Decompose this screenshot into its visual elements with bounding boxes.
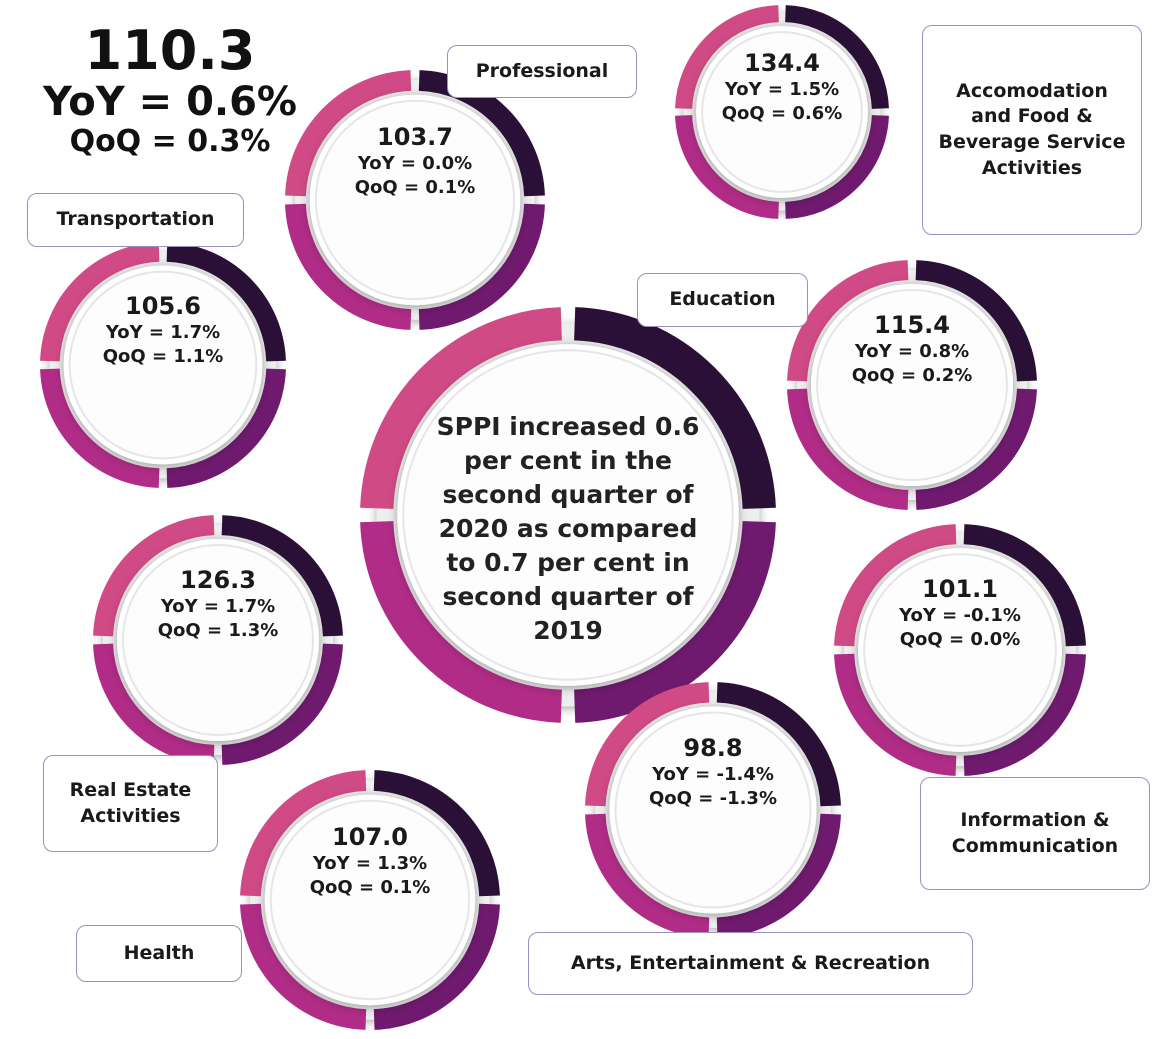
- sector-yoy: YoY = 1.5%: [722, 78, 843, 102]
- sector-index: 134.4: [722, 48, 843, 78]
- sector-qoq: QoQ = 1.3%: [158, 619, 279, 643]
- headline: 110.3 YoY = 0.6% QoQ = 0.3%: [40, 22, 300, 160]
- sector-yoy: YoY = 0.0%: [355, 152, 476, 176]
- sector-qoq: QoQ = 0.1%: [355, 176, 476, 200]
- sector-yoy: YoY = -0.1%: [899, 604, 1021, 628]
- sector-yoy: YoY = 0.8%: [852, 340, 973, 364]
- headline-index: 110.3: [40, 22, 300, 80]
- sector-label: Health: [76, 925, 242, 982]
- infographic: 110.3 YoY = 0.6% QoQ = 0.3% SPPI increas…: [0, 0, 1158, 1039]
- sector-yoy: YoY = 1.7%: [103, 321, 224, 345]
- sector-index: 126.3: [158, 565, 279, 595]
- sector-index: 98.8: [649, 733, 777, 763]
- sector-yoy: YoY = 1.7%: [158, 595, 279, 619]
- sector-index: 105.6: [103, 291, 224, 321]
- sector-qoq: QoQ = 1.1%: [103, 345, 224, 369]
- center-text: SPPI increased 0.6 per cent in the secon…: [423, 410, 713, 648]
- sector-label: Real Estate Activities: [43, 755, 218, 852]
- sector-label: Accomodation and Food & Beverage Service…: [922, 25, 1142, 235]
- sector-label: Education: [637, 273, 808, 327]
- sector-qoq: QoQ = 0.6%: [722, 102, 843, 126]
- sector-index: 101.1: [899, 574, 1021, 604]
- sector-index: 103.7: [355, 122, 476, 152]
- sector-qoq: QoQ = 0.1%: [310, 876, 431, 900]
- headline-qoq: QoQ = 0.3%: [40, 124, 300, 160]
- sector-qoq: QoQ = 0.0%: [899, 628, 1021, 652]
- sector-label: Information & Communication: [920, 777, 1150, 890]
- sector-qoq: QoQ = -1.3%: [649, 787, 777, 811]
- sector-index: 115.4: [852, 310, 973, 340]
- headline-yoy: YoY = 0.6%: [40, 80, 300, 124]
- sector-label: Professional: [447, 45, 637, 98]
- sector-index: 107.0: [310, 822, 431, 852]
- sector-label: Arts, Entertainment & Recreation: [528, 932, 973, 995]
- sector-label: Transportation: [27, 193, 244, 247]
- sector-yoy: YoY = 1.3%: [310, 852, 431, 876]
- sector-yoy: YoY = -1.4%: [649, 763, 777, 787]
- sector-qoq: QoQ = 0.2%: [852, 364, 973, 388]
